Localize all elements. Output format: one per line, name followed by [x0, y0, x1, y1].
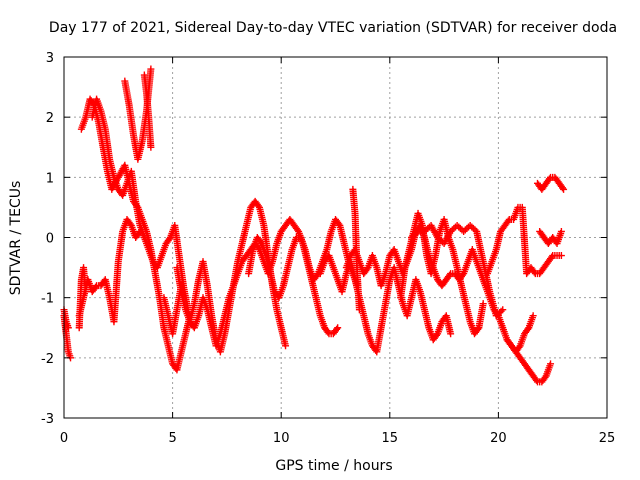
y-tick-label: 3 — [46, 51, 54, 66]
data-point-interp — [532, 376, 540, 384]
data-point — [147, 143, 155, 151]
data-point — [557, 252, 565, 260]
y-axis-label: SDTVAR / TECUs — [8, 181, 24, 296]
data-point-interp — [530, 268, 538, 276]
data-point-interp — [548, 253, 556, 261]
data-point-interp — [313, 271, 321, 279]
data-point-interp — [91, 283, 99, 291]
y-tick-label: -3 — [41, 412, 54, 427]
data-point — [282, 342, 290, 350]
data-point — [82, 288, 90, 296]
data-point-interp — [515, 343, 523, 351]
data-point-interp — [558, 184, 566, 192]
data-points — [60, 65, 568, 386]
data-point — [529, 312, 537, 320]
x-tick-label: 20 — [490, 431, 507, 446]
data-point — [557, 227, 565, 235]
axis-tick-labels: 0 5 10 15 20 25 -3 -2 -1 0 1 2 3 — [41, 51, 615, 446]
data-point — [547, 360, 555, 368]
data-point-interp — [541, 373, 549, 381]
data-point — [334, 324, 342, 332]
axis-ticks — [63, 56, 608, 419]
data-point-interp — [324, 328, 332, 336]
data-point-interp — [474, 325, 482, 333]
data-point — [64, 324, 72, 332]
data-point — [560, 185, 568, 193]
data-point-interp — [333, 325, 341, 333]
data-point-interp — [126, 220, 134, 228]
x-tick-label: 0 — [60, 431, 68, 446]
y-tick-label: -1 — [41, 292, 54, 307]
data-point-interp — [165, 235, 173, 243]
data-point-interp — [524, 325, 532, 333]
data-point-interp — [293, 226, 301, 234]
data-point-interp — [335, 220, 343, 228]
data-point — [479, 300, 487, 308]
data-point — [355, 306, 363, 314]
data-point-interp — [504, 217, 512, 225]
y-tick-label: 0 — [46, 232, 54, 247]
x-tick-label: 10 — [273, 431, 290, 446]
data-point-interp — [363, 265, 371, 273]
x-tick-label: 5 — [168, 431, 176, 446]
data-point-interp — [471, 226, 479, 234]
data-point — [499, 306, 507, 314]
y-tick-label: 2 — [46, 111, 54, 126]
chart-title: Day 177 of 2021, Sidereal Day-to-day VTE… — [49, 20, 617, 36]
x-tick-label: 15 — [382, 431, 399, 446]
data-point-interp — [446, 271, 454, 279]
y-tick-label: -2 — [41, 352, 54, 367]
data-point — [147, 65, 155, 73]
x-tick-label: 25 — [599, 431, 616, 446]
data-point-interp — [254, 202, 262, 210]
data-point-interp — [545, 175, 553, 183]
data-point-interp — [412, 229, 420, 237]
data-point — [447, 330, 455, 338]
x-axis-label: GPS time / hours — [275, 458, 392, 474]
data-point-interp — [257, 238, 265, 246]
data-point-interp — [497, 307, 505, 315]
data-point-interp — [432, 331, 440, 339]
data-point-interp — [135, 229, 143, 237]
data-point — [136, 227, 144, 235]
y-tick-label: 1 — [46, 171, 54, 186]
